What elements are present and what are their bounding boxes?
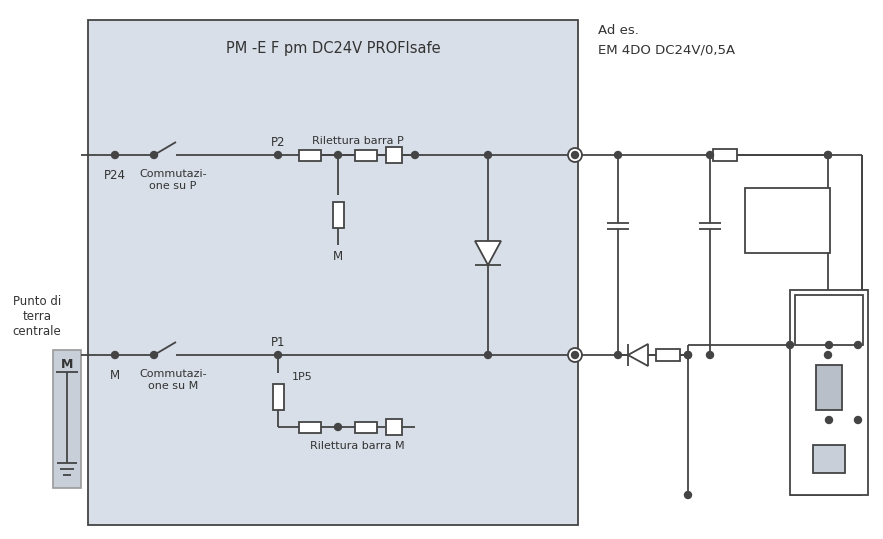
Text: Rilettura barra M: Rilettura barra M [310,441,404,451]
Circle shape [150,151,157,158]
Circle shape [825,151,832,158]
Polygon shape [475,241,501,265]
Text: Carico: Carico [792,371,832,384]
Circle shape [615,151,622,158]
Circle shape [825,151,832,158]
Circle shape [411,151,419,158]
Circle shape [150,351,157,358]
Bar [355,421,377,432]
Circle shape [568,348,582,362]
Text: M: M [333,250,343,263]
Circle shape [684,351,691,358]
Bar [713,149,737,161]
Text: Rilettura barra P: Rilettura barra P [312,136,404,146]
Circle shape [485,351,492,358]
Circle shape [571,151,578,158]
Circle shape [111,151,118,158]
Circle shape [825,351,832,358]
Circle shape [568,148,582,162]
Bar [745,188,830,253]
Text: M: M [61,357,73,370]
Circle shape [571,351,578,358]
Text: 1P5: 1P5 [292,372,313,382]
Circle shape [111,351,118,358]
Bar [273,384,283,410]
Bar [355,149,377,161]
Bar [813,445,845,473]
Circle shape [706,151,713,158]
Bar [299,421,321,432]
Polygon shape [628,344,648,366]
Circle shape [485,151,492,158]
Bar [299,149,321,161]
Bar [656,349,680,361]
Circle shape [615,351,622,358]
Bar [386,147,402,163]
Text: Punto di
terra
centrale: Punto di terra centrale [12,295,62,338]
Circle shape [275,151,282,158]
Circle shape [787,342,794,349]
Bar [88,20,578,525]
Circle shape [275,351,282,358]
Text: P24: P24 [104,169,126,182]
Bar [795,295,863,345]
Bar [816,365,842,410]
Circle shape [706,351,713,358]
Circle shape [855,342,862,349]
Text: M: M [110,369,120,382]
Circle shape [684,492,691,499]
Circle shape [855,417,862,424]
Text: Ad es.: Ad es. [598,24,639,37]
Bar [386,419,402,435]
Text: EM 4DO DC24V/0,5A: EM 4DO DC24V/0,5A [598,44,736,57]
Circle shape [335,151,342,158]
Circle shape [684,351,691,358]
Bar [53,350,81,488]
Text: Driver di
uscita: Driver di uscita [760,206,814,234]
Text: Commutazi-
one su P: Commutazi- one su P [140,169,207,191]
Circle shape [826,342,833,349]
Circle shape [826,417,833,424]
Text: P1: P1 [271,336,285,349]
Text: PM -E F pm DC24V PROFIsafe: PM -E F pm DC24V PROFIsafe [226,40,441,56]
Bar [790,290,868,495]
Text: P2: P2 [271,136,285,149]
Circle shape [335,424,342,431]
Text: Commutazi-
one su M: Commutazi- one su M [140,369,207,391]
Bar [333,202,343,228]
